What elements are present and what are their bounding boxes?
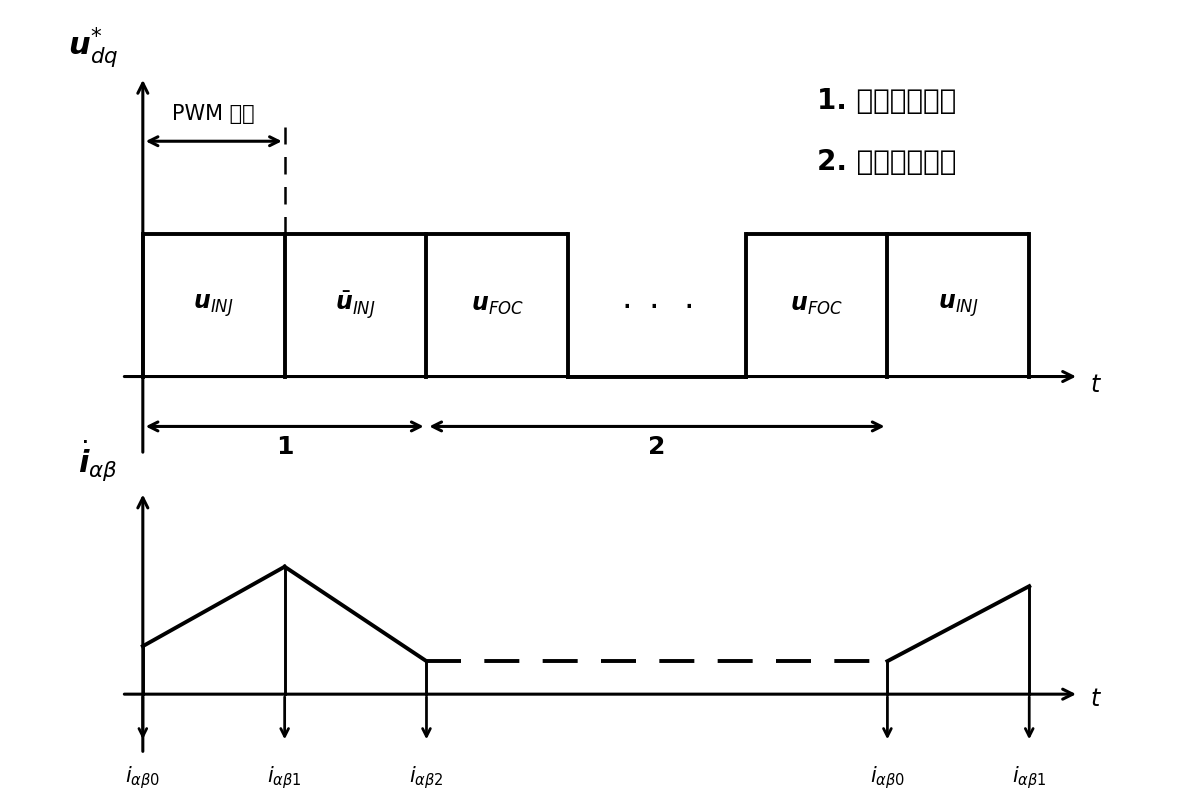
- Text: $i_{\alpha\beta 1}$: $i_{\alpha\beta 1}$: [1012, 765, 1046, 791]
- Text: $i_{\alpha\beta 2}$: $i_{\alpha\beta 2}$: [409, 765, 444, 791]
- Text: $\dot{\boldsymbol{i}}_{\alpha\beta}$: $\dot{\boldsymbol{i}}_{\alpha\beta}$: [79, 439, 118, 485]
- Text: $\bar{\boldsymbol{u}}_{INJ}$: $\bar{\boldsymbol{u}}_{INJ}$: [335, 290, 376, 321]
- Text: $\boldsymbol{u}_{dq}^{*}$: $\boldsymbol{u}_{dq}^{*}$: [68, 25, 118, 70]
- Text: $\boldsymbol{u}_{INJ}$: $\boldsymbol{u}_{INJ}$: [193, 292, 234, 319]
- Text: 1. 信号注入周期: 1. 信号注入周期: [817, 87, 957, 115]
- Text: $t$: $t$: [1089, 687, 1101, 710]
- Text: 2: 2: [648, 435, 666, 459]
- Text: $i_{\alpha\beta 1}$: $i_{\alpha\beta 1}$: [267, 765, 302, 791]
- Text: $i_{\alpha\beta 0}$: $i_{\alpha\beta 0}$: [125, 765, 160, 791]
- Text: 1: 1: [276, 435, 293, 459]
- Text: $i_{\alpha\beta 0}$: $i_{\alpha\beta 0}$: [870, 765, 905, 791]
- Text: $\boldsymbol{u}_{FOC}$: $\boldsymbol{u}_{FOC}$: [471, 293, 524, 317]
- Text: $\boldsymbol{u}_{INJ}$: $\boldsymbol{u}_{INJ}$: [938, 292, 978, 319]
- Text: $\boldsymbol{u}_{FOC}$: $\boldsymbol{u}_{FOC}$: [790, 293, 843, 317]
- Text: 2. 矢量控制周期: 2. 矢量控制周期: [817, 148, 957, 176]
- Text: $\cdot\ \cdot\ \cdot$: $\cdot\ \cdot\ \cdot$: [622, 289, 693, 322]
- Text: PWM 周期: PWM 周期: [173, 104, 255, 124]
- Text: $t$: $t$: [1089, 373, 1101, 397]
